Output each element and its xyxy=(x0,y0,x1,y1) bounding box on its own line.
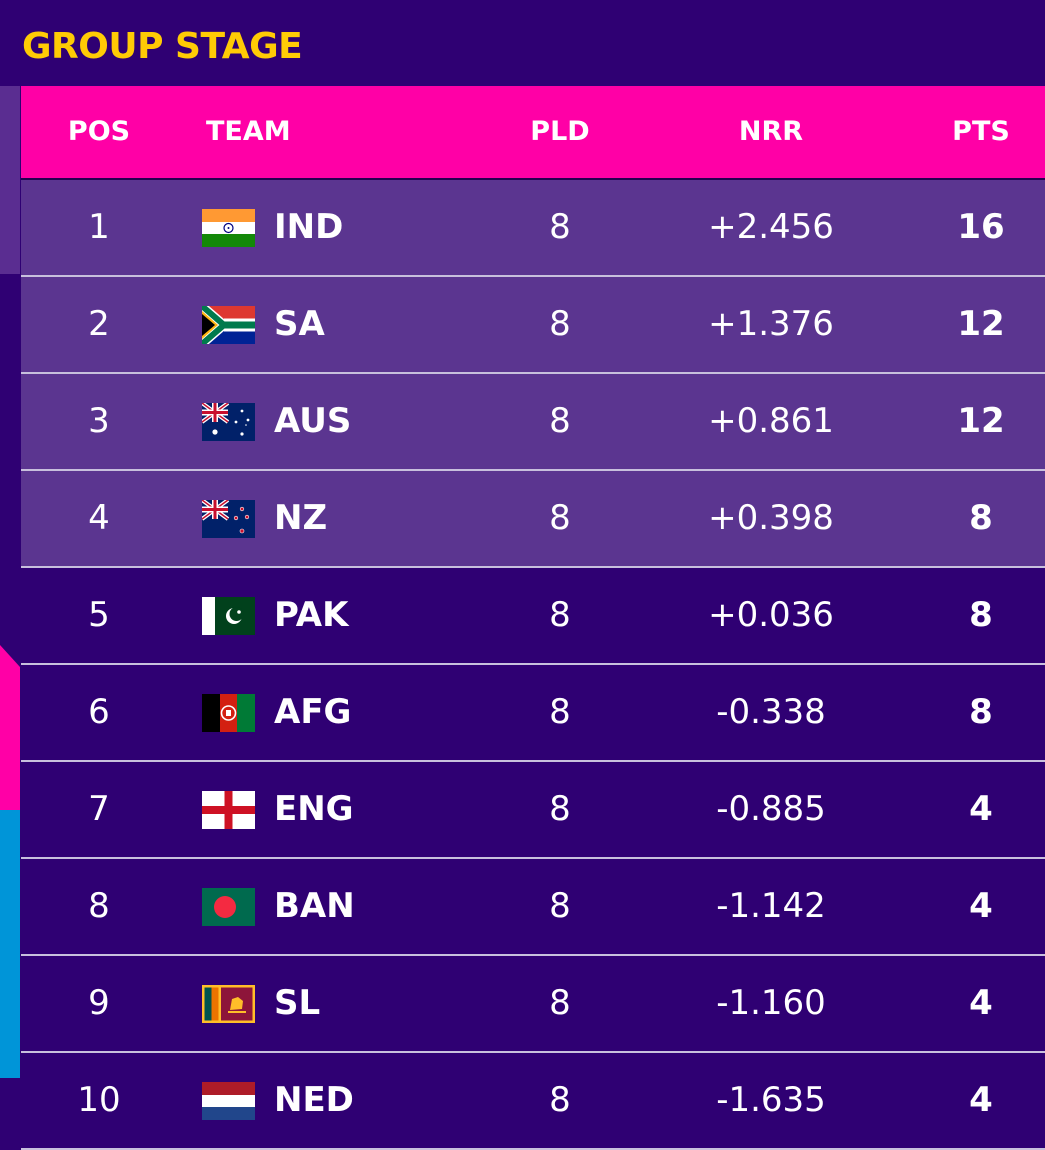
net-run-rate: +0.036 xyxy=(708,595,834,635)
matches-played: 8 xyxy=(549,692,571,732)
team-name: AUS xyxy=(274,401,352,441)
net-run-rate: +2.456 xyxy=(708,207,834,247)
net-run-rate: -1.142 xyxy=(716,886,826,926)
matches-played: 8 xyxy=(549,595,571,635)
position: 5 xyxy=(88,595,110,635)
points: 4 xyxy=(969,886,993,926)
table-row[interactable]: 7 ENG 8 -0.885 4 xyxy=(21,762,1045,859)
bangladesh-flag-icon xyxy=(202,888,255,926)
net-run-rate: +0.398 xyxy=(708,498,834,538)
australia-flag-icon xyxy=(202,403,255,441)
points: 16 xyxy=(957,207,1005,247)
team-name: PAK xyxy=(274,595,349,635)
matches-played: 8 xyxy=(549,983,571,1023)
position: 2 xyxy=(88,304,110,344)
south-africa-flag-icon xyxy=(202,306,255,344)
matches-played: 8 xyxy=(549,304,571,344)
netherlands-flag-icon xyxy=(202,1082,255,1120)
position: 6 xyxy=(88,692,110,732)
points: 4 xyxy=(969,1080,993,1120)
matches-played: 8 xyxy=(549,498,571,538)
position: 9 xyxy=(88,983,110,1023)
column-header-pos[interactable]: POS xyxy=(67,116,131,147)
points: 8 xyxy=(969,692,993,732)
side-accent-qualified xyxy=(0,86,20,274)
new-zealand-flag-icon xyxy=(202,500,255,538)
column-header-pld[interactable]: PLD xyxy=(530,116,590,147)
points: 8 xyxy=(969,595,993,635)
net-run-rate: -1.635 xyxy=(716,1080,826,1120)
matches-played: 8 xyxy=(549,207,571,247)
table-row[interactable]: 6 AFG 8 -0.338 8 xyxy=(21,665,1045,762)
side-accent-blue xyxy=(0,810,20,1078)
net-run-rate: +0.861 xyxy=(708,401,834,441)
net-run-rate: -1.160 xyxy=(716,983,826,1023)
position: 3 xyxy=(88,401,110,441)
position: 8 xyxy=(88,886,110,926)
sri-lanka-flag-icon xyxy=(202,985,255,1023)
table-row[interactable]: 10 NED 8 -1.635 4 xyxy=(21,1053,1045,1150)
team-name: AFG xyxy=(274,692,352,732)
standings-table: POS TEAM PLD NRR PTS 1 IND 8 +2.456 16 2… xyxy=(21,86,1045,1150)
position: 10 xyxy=(77,1080,121,1120)
matches-played: 8 xyxy=(549,1080,571,1120)
afghanistan-flag-icon xyxy=(202,694,255,732)
column-header-team[interactable]: TEAM xyxy=(206,116,291,147)
team-name: BAN xyxy=(274,886,355,926)
net-run-rate: -0.338 xyxy=(716,692,826,732)
india-flag-icon xyxy=(202,209,255,247)
table-row[interactable]: 9 SL 8 -1.160 4 xyxy=(21,956,1045,1053)
column-header-pts[interactable]: PTS xyxy=(952,116,1010,147)
table-row[interactable]: 2 SA 8 +1.376 12 xyxy=(21,277,1045,374)
team-name: ENG xyxy=(274,789,354,829)
matches-played: 8 xyxy=(549,401,571,441)
pakistan-flag-icon xyxy=(202,597,255,635)
table-header: POS TEAM PLD NRR PTS xyxy=(21,86,1045,180)
position: 4 xyxy=(88,498,110,538)
net-run-rate: -0.885 xyxy=(716,789,826,829)
team-name: SA xyxy=(274,304,325,344)
table-row[interactable]: 5 PAK 8 +0.036 8 xyxy=(21,568,1045,665)
column-header-nrr[interactable]: NRR xyxy=(738,116,804,147)
team-name: NZ xyxy=(274,498,328,538)
page-title: GROUP STAGE xyxy=(22,26,303,67)
table-row[interactable]: 3 AUS 8 +0.861 12 xyxy=(21,374,1045,471)
team-name: IND xyxy=(274,207,344,247)
position: 1 xyxy=(88,207,110,247)
points: 4 xyxy=(969,983,993,1023)
position: 7 xyxy=(88,789,110,829)
matches-played: 8 xyxy=(549,789,571,829)
matches-played: 8 xyxy=(549,886,571,926)
side-accent-magenta xyxy=(0,645,20,810)
table-row[interactable]: 8 BAN 8 -1.142 4 xyxy=(21,859,1045,956)
points: 12 xyxy=(957,304,1005,344)
net-run-rate: +1.376 xyxy=(708,304,834,344)
points: 12 xyxy=(957,401,1005,441)
team-name: NED xyxy=(274,1080,354,1120)
team-name: SL xyxy=(274,983,321,1023)
table-row[interactable]: 1 IND 8 +2.456 16 xyxy=(21,180,1045,277)
points: 4 xyxy=(969,789,993,829)
england-flag-icon xyxy=(202,791,255,829)
table-row[interactable]: 4 NZ 8 +0.398 8 xyxy=(21,471,1045,568)
points: 8 xyxy=(969,498,993,538)
